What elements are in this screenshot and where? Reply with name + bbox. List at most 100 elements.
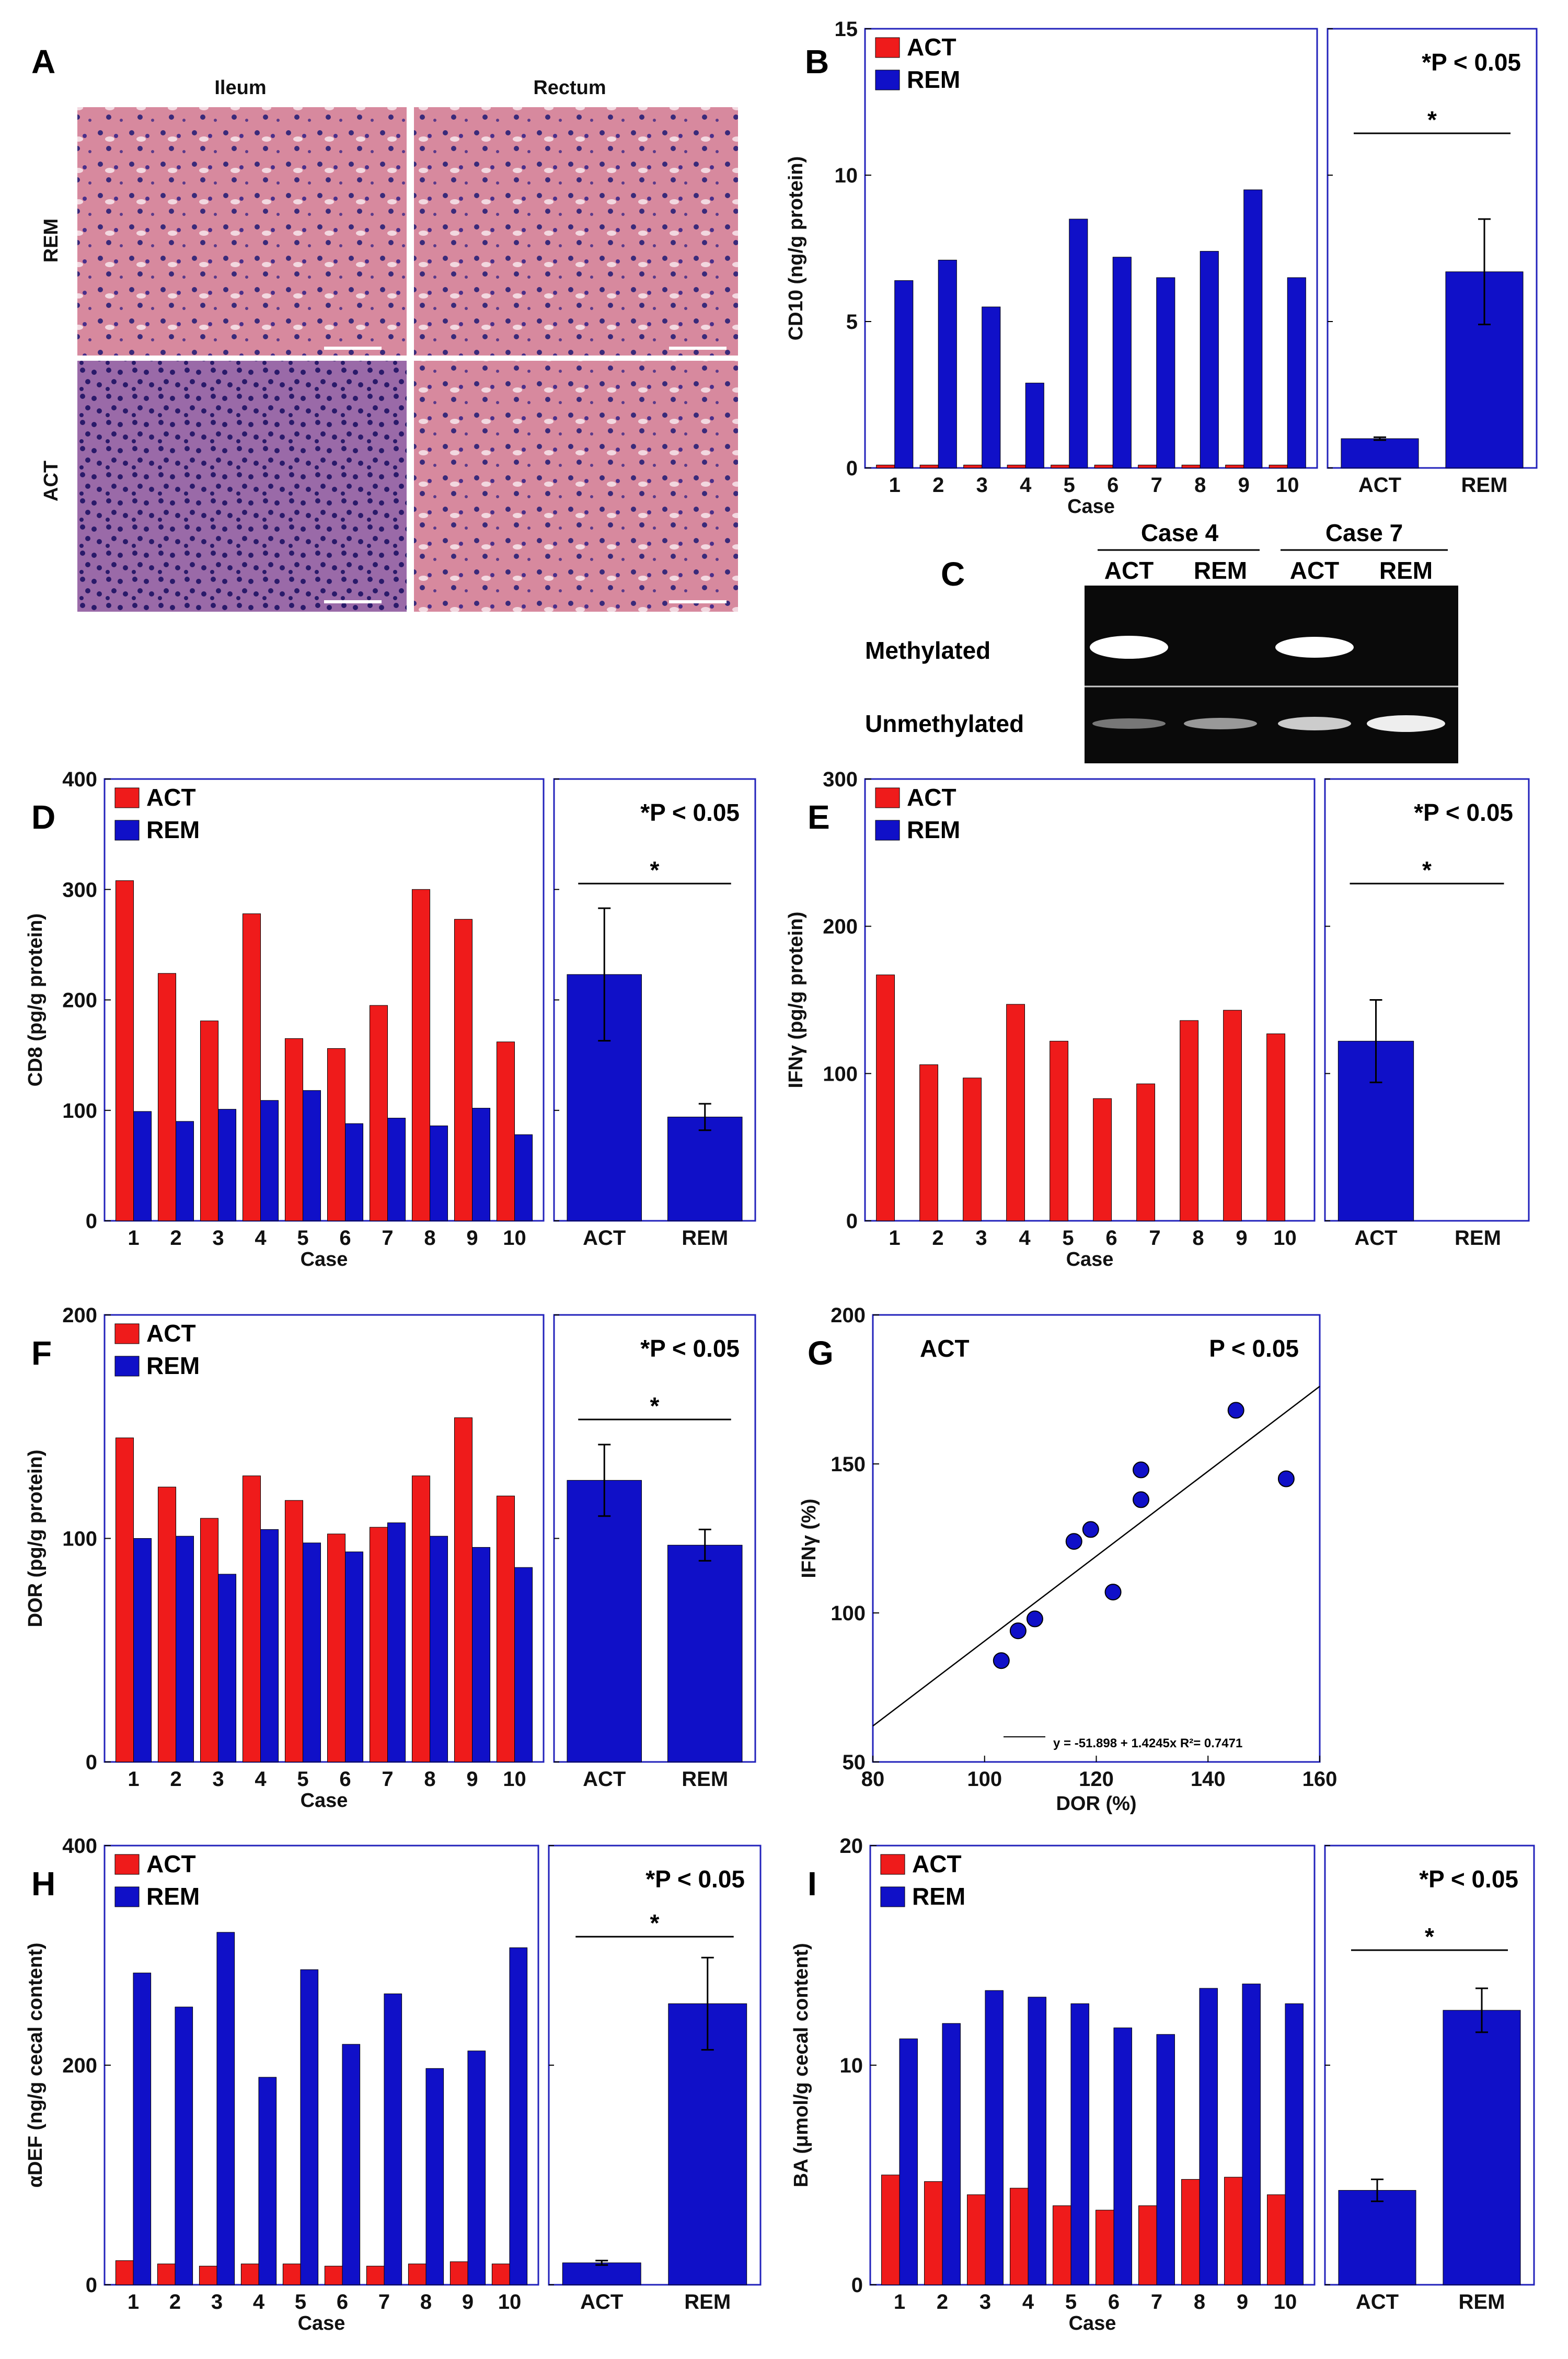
y-axis-label: IFNγ (%) <box>798 1499 820 1578</box>
x-tick-label: 10 <box>1273 1227 1297 1250</box>
scatter-point <box>1082 1521 1099 1538</box>
bar-act <box>200 1021 219 1221</box>
summary-frame <box>1324 778 1530 1222</box>
x-tick-label: 4 <box>1019 1227 1031 1250</box>
significance-star: * <box>1427 106 1437 133</box>
legend-label-rem: REM <box>146 1352 200 1379</box>
gel-lane-label: ACT <box>1290 557 1340 584</box>
x-tick-label: 6 <box>339 1227 351 1250</box>
x-tick-label: 9 <box>466 1768 478 1791</box>
bar-act <box>240 2263 259 2285</box>
x-tick-label: 6 <box>1108 2291 1120 2314</box>
x-tick-label: 10 <box>503 1768 526 1791</box>
significance-label: *P < 0.05 <box>1422 49 1521 76</box>
x-tick-label: 1 <box>894 2291 905 2314</box>
x-tick-label: 160 <box>1302 1768 1338 1791</box>
bar-rem <box>472 1547 491 1762</box>
bar-act <box>369 1005 388 1221</box>
y-tick-label: 0 <box>86 1210 97 1233</box>
y-tick-label: 0 <box>86 2274 97 2297</box>
bar-act <box>1096 2209 1114 2285</box>
y-tick-label: 100 <box>831 1602 866 1625</box>
bar-act <box>1050 1040 1069 1221</box>
legend-swatch-act <box>875 37 900 58</box>
y-tick-label: 0 <box>846 1210 858 1233</box>
bar-act <box>369 1527 388 1762</box>
legend-label-act: ACT <box>912 1850 962 1877</box>
x-tick-label: 4 <box>255 1768 267 1791</box>
significance-label: *P < 0.05 <box>640 799 740 826</box>
bar-act <box>242 913 261 1221</box>
bar-act <box>282 2263 301 2285</box>
summary-bar <box>667 1116 743 1221</box>
gel-image <box>1085 586 1458 763</box>
bar-rem <box>1028 1997 1046 2285</box>
x-tick-label: 3 <box>212 1227 224 1250</box>
histology-col-ileum: Ileum <box>214 77 266 99</box>
summary-bar <box>562 2262 641 2285</box>
x-tick-label: 120 <box>1079 1768 1114 1791</box>
bar-act <box>327 1533 345 1762</box>
x-tick-label: 3 <box>976 474 988 497</box>
scatter-point <box>993 1652 1010 1669</box>
gel-case-label-7: Case 7 <box>1325 519 1403 546</box>
bar-rem <box>387 1522 406 1762</box>
legend-swatch-act <box>114 787 140 808</box>
x-tick-label: 2 <box>170 1227 181 1250</box>
x-tick-label: 1 <box>889 474 901 497</box>
x-tick-label: 10 <box>498 2291 522 2314</box>
plot-frame <box>864 778 1316 1222</box>
y-tick-label: 200 <box>62 989 97 1012</box>
y-axis-label: CD10 (ng/g protein) <box>785 156 807 341</box>
bar-act <box>1006 1004 1025 1221</box>
bar-act <box>115 1437 134 1762</box>
x-tick-label: 3 <box>212 1768 224 1791</box>
bar-act <box>1138 464 1157 468</box>
x-tick-label: 2 <box>932 474 944 497</box>
bar-rem <box>894 280 914 468</box>
scatter-point <box>1065 1533 1082 1550</box>
bar-rem <box>345 1123 364 1221</box>
x-tick-label: 6 <box>1107 474 1119 497</box>
bar-act <box>200 1518 219 1762</box>
bar-rem <box>1200 251 1219 468</box>
summary-x-label: ACT <box>1358 474 1401 497</box>
bar-act <box>157 1486 177 1762</box>
legend-swatch-act <box>875 787 900 808</box>
summary-x-label: REM <box>1455 1227 1501 1250</box>
bar-rem <box>1243 189 1263 468</box>
bar-rem <box>218 1574 237 1762</box>
scale-bar <box>669 347 727 350</box>
x-tick-label: 9 <box>466 1227 478 1250</box>
summary-x-label: ACT <box>1354 1227 1397 1250</box>
x-tick-label: 6 <box>337 2291 348 2314</box>
x-tick-label: 80 <box>861 1768 885 1791</box>
bar-act <box>324 2265 343 2285</box>
summary-bar <box>1443 2010 1521 2285</box>
bar-rem <box>175 2007 193 2285</box>
bar-act <box>284 1038 303 1221</box>
significance-label: P < 0.05 <box>1209 1335 1299 1362</box>
bar-rem <box>509 1947 528 2285</box>
legend-label-act: ACT <box>907 784 956 811</box>
panel-label-f: F <box>31 1334 52 1372</box>
chart-h: 0 200 400 αDEF (ng/g cecal content) 1 2 3 4 5 6 7 8… <box>25 1835 762 2334</box>
bar-act <box>919 464 939 468</box>
bar-rem <box>1156 2034 1175 2285</box>
scatter-point <box>1133 1461 1149 1479</box>
x-tick-label: 2 <box>932 1227 943 1250</box>
legend-label-act: ACT <box>146 1850 196 1877</box>
bar-act <box>1053 2205 1071 2285</box>
histology-col-rectum: Rectum <box>533 77 606 99</box>
chart-g: 80 100 120 140 160 50 100 150 200 DOR (%) IFNγ (%)… <box>798 1304 1337 1815</box>
bar-act <box>1225 464 1244 468</box>
summary-x-label: REM <box>684 2291 731 2314</box>
x-tick-label: 140 <box>1191 1768 1226 1791</box>
legend-label-act: ACT <box>146 784 196 811</box>
bar-rem <box>133 1111 152 1221</box>
bar-act <box>454 919 472 1221</box>
bar-act <box>967 2194 986 2285</box>
bar-act <box>496 1041 515 1221</box>
significance-star: * <box>650 1392 660 1419</box>
legend-swatch-rem <box>875 70 900 90</box>
